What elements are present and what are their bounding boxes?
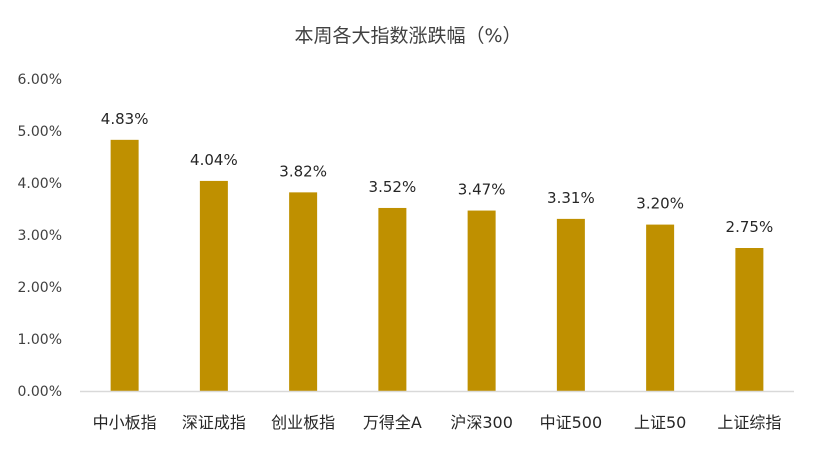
y-tick-label: 6.00% [18,72,62,88]
x-tick-label: 万得全A [363,413,422,432]
data-label: 3.52% [369,178,417,196]
bar [735,248,764,391]
x-tick-label: 深证成指 [182,413,246,432]
bar [646,224,675,391]
y-tick-label: 0.00% [18,384,62,400]
bar [467,210,496,391]
x-axis-tick-labels: 中小板指 深证成指 创业板指 万得全A 沪深300 中证500 上证50 上证综指 [93,413,782,432]
x-tick-label: 创业板指 [271,413,335,432]
x-tick-label: 中证500 [540,413,603,432]
chart-title: 本周各大指数涨跌幅（%） [294,25,521,47]
x-tick-label: 上证50 [634,413,686,432]
bar [110,139,139,391]
bar [378,207,407,391]
y-tick-label: 5.00% [18,124,62,140]
bars [110,139,764,391]
y-tick-label: 4.00% [18,176,62,192]
bar [199,180,228,391]
data-labels: 4.83% 4.04% 3.82% 3.52% 3.47% 3.31% 3.20% 2.75% [101,110,773,236]
bar [289,192,318,391]
data-label: 3.82% [279,162,327,180]
y-tick-label: 3.00% [18,228,62,244]
x-tick-label: 上证综指 [717,413,781,432]
y-tick-label: 1.00% [18,332,62,348]
data-label: 4.04% [190,151,238,169]
bar [556,218,585,391]
data-label: 2.75% [726,218,774,236]
x-tick-label: 中小板指 [93,413,157,432]
data-label: 3.20% [636,195,684,213]
data-label: 3.31% [547,189,595,207]
y-tick-label: 2.00% [18,280,62,296]
data-label: 3.47% [458,181,506,199]
x-tick-label: 沪深300 [450,413,513,432]
y-axis-ticks: 0.00% 1.00% 2.00% 3.00% 4.00% 5.00% 6.00% [18,72,62,400]
data-label: 4.83% [101,110,149,128]
